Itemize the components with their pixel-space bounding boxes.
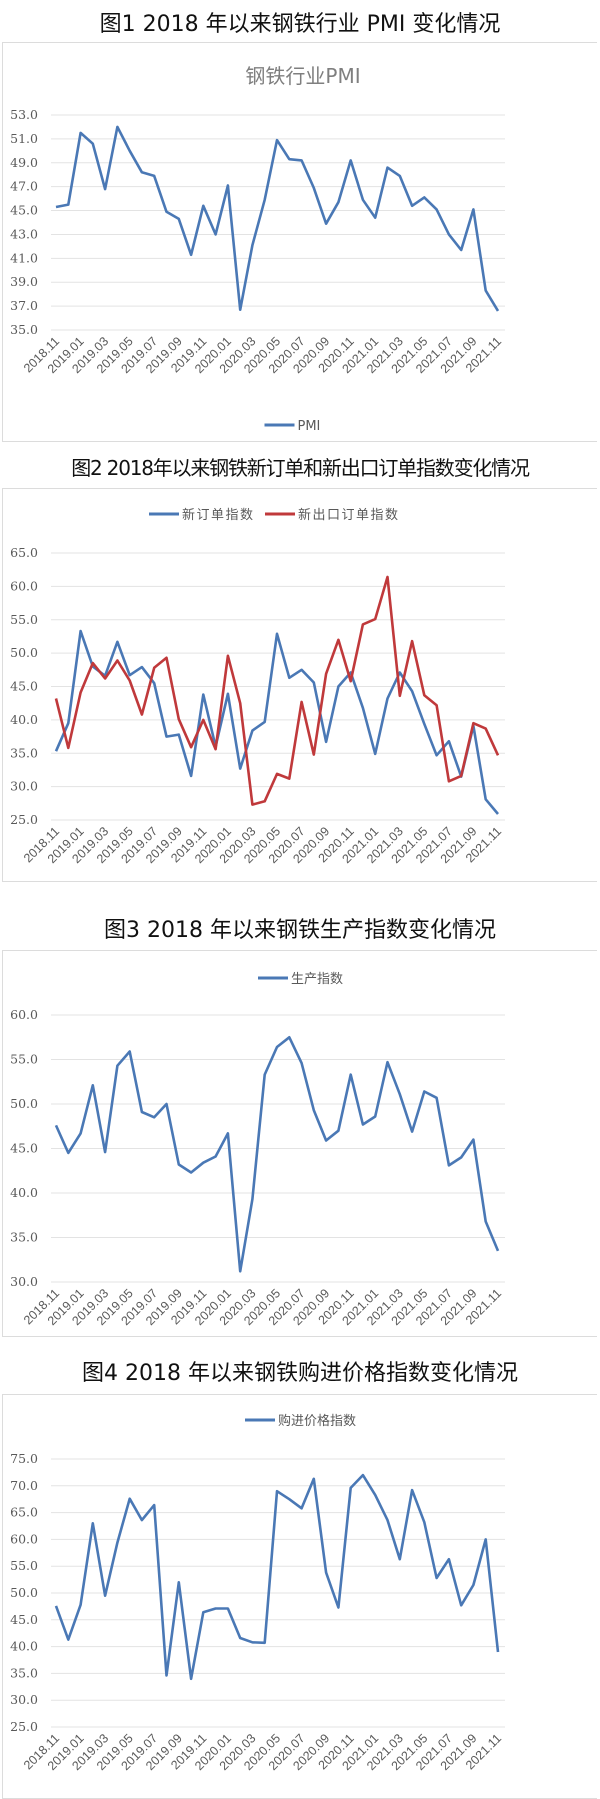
- y-tick-label: 30.0: [10, 1274, 38, 1289]
- y-tick-label: 47.0: [10, 179, 38, 194]
- legend-label: 新订单指数: [182, 507, 255, 523]
- y-tick-label: 45.0: [10, 203, 38, 218]
- y-tick-label: 51.0: [10, 131, 38, 146]
- y-tick-label: 25.0: [10, 812, 38, 827]
- figure-2-caption: 图2 2018年以来钢铁新订单和新出口订单指数变化情况: [0, 452, 600, 481]
- figure-3-caption: 图3 2018 年以来钢铁生产指数变化情况: [0, 912, 600, 944]
- y-tick-label: 60.0: [10, 578, 38, 593]
- y-tick-label: 50.0: [10, 1096, 38, 1111]
- y-tick-label: 53.0: [10, 107, 38, 122]
- y-tick-label: 70.0: [10, 1478, 38, 1493]
- y-tick-label: 49.0: [10, 155, 38, 170]
- legend-label: 生产指数: [291, 972, 343, 987]
- y-tick-label: 65.0: [10, 545, 38, 560]
- y-tick-label: 40.0: [10, 712, 38, 727]
- y-tick-label: 39.0: [10, 274, 38, 289]
- y-tick-label: 55.0: [10, 612, 38, 627]
- series-line-1: [56, 1037, 498, 1271]
- y-tick-label: 65.0: [10, 1505, 38, 1520]
- y-tick-label: 37.0: [10, 298, 38, 313]
- series-line-1: [56, 127, 498, 311]
- figure-4-caption: 图4 2018 年以来钢铁购进价格指数变化情况: [0, 1355, 600, 1387]
- chart-4-purchase-price: 25.0 30.0 35.0 40.0 45.0 50.0 55.0 60.0 65.0 70.0…: [2, 1394, 597, 1799]
- y-tick-label: 25.0: [10, 1719, 38, 1734]
- y-tick-label: 45.0: [10, 679, 38, 694]
- y-tick-label: 40.0: [10, 1185, 38, 1200]
- y-tick-label: 45.0: [10, 1612, 38, 1627]
- y-tick-label: 50.0: [10, 645, 38, 660]
- y-tick-label: 41.0: [10, 250, 38, 265]
- figure-1-caption: 图1 2018 年以来钢铁行业 PMI 变化情况: [0, 6, 600, 38]
- series-line-1: [56, 1475, 498, 1679]
- y-tick-label: 30.0: [10, 1692, 38, 1707]
- y-tick-label: 50.0: [10, 1585, 38, 1600]
- chart-1-pmi: 35.0 37.0 39.0 41.0 43.0 45.0 47.0 49.0 51.0 53.0…: [2, 42, 597, 442]
- y-tick-label: 35.0: [10, 745, 38, 760]
- legend-label: 新出口订单指数: [298, 507, 400, 523]
- y-tick-label: 30.0: [10, 779, 38, 794]
- chart-title: 钢铁行业PMI: [245, 64, 360, 88]
- y-tick-label: 43.0: [10, 226, 38, 241]
- y-tick-label: 60.0: [10, 1531, 38, 1546]
- y-tick-label: 45.0: [10, 1141, 38, 1156]
- y-tick-label: 35.0: [10, 322, 38, 337]
- y-tick-label: 55.0: [10, 1052, 38, 1067]
- legend-label: PMI: [298, 419, 321, 434]
- y-tick-label: 35.0: [10, 1665, 38, 1680]
- y-tick-label: 60.0: [10, 1007, 38, 1022]
- y-tick-label: 40.0: [10, 1639, 38, 1654]
- y-tick-label: 55.0: [10, 1558, 38, 1573]
- legend-label: 购进价格指数: [278, 1413, 356, 1429]
- y-tick-label: 75.0: [10, 1451, 38, 1466]
- series-line-2: [56, 577, 498, 805]
- y-tick-label: 35.0: [10, 1230, 38, 1245]
